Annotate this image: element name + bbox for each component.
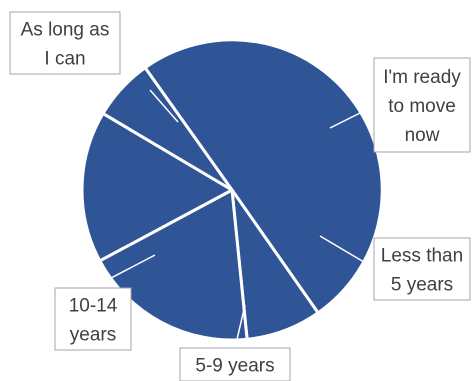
data-label-text: 5-9 years <box>195 356 274 377</box>
pie-slices <box>80 38 384 342</box>
data-label-box <box>54 287 132 351</box>
leader-line-2 <box>319 235 375 269</box>
data-label-3: 5-9 years <box>179 347 291 381</box>
data-label-text: I can <box>44 49 85 70</box>
data-label-text: I'm ready <box>383 67 461 88</box>
data-label-box <box>373 57 471 153</box>
leader-lines <box>91 89 375 349</box>
pie-slice-4 <box>101 66 234 192</box>
data-label-text: 10-14 <box>69 296 118 317</box>
leader-line-4 <box>91 254 156 289</box>
data-label-2: Less than 5 years <box>373 237 471 301</box>
leader-line-3 <box>234 304 246 349</box>
pie-slice-3 <box>80 111 234 263</box>
data-label-4: 10-14 years <box>54 287 132 351</box>
leader-line-1 <box>329 105 375 129</box>
data-label-text: Less than <box>381 246 463 267</box>
pie-slice-2 <box>98 188 249 342</box>
pie-slice-0 <box>143 38 384 315</box>
data-label-box <box>9 11 121 75</box>
data-label-text: now <box>405 125 440 146</box>
data-labels: As long as I can I'm ready to move now Less t… <box>9 11 471 381</box>
data-label-text: to move <box>388 96 456 117</box>
data-label-box <box>179 347 291 381</box>
data-label-1: I'm ready to move now <box>373 57 471 153</box>
data-label-box <box>373 237 471 301</box>
data-label-text: years <box>70 325 116 346</box>
leader-line-0 <box>149 89 179 123</box>
data-label-text: As long as <box>21 20 110 41</box>
data-label-text: 5 years <box>391 275 453 296</box>
data-label-0: As long as I can <box>9 11 121 75</box>
